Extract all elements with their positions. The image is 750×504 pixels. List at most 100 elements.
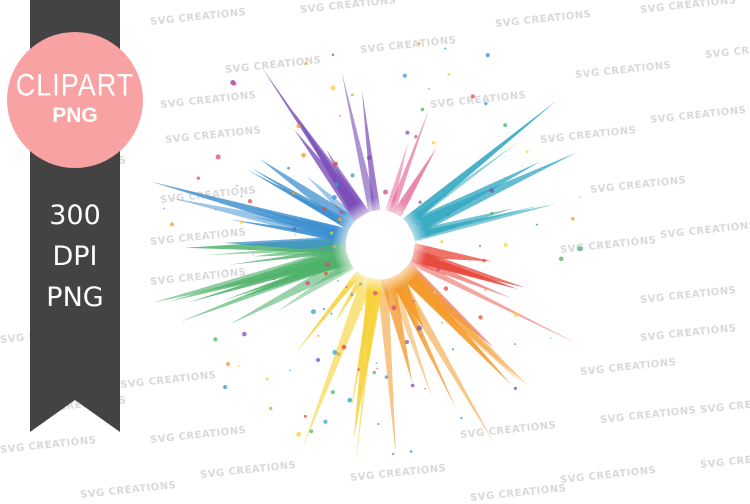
paint-droplet [420, 107, 425, 112]
paint-droplet [333, 161, 338, 167]
paint-droplet [324, 271, 328, 276]
clipart-badge: CLIPART PNG [7, 32, 143, 168]
paint-droplet [247, 199, 253, 204]
spec-line: PNG [46, 282, 104, 313]
paint-droplet [570, 216, 575, 221]
paint-droplet [169, 222, 174, 227]
paint-droplet [409, 450, 413, 453]
paint-droplet [416, 325, 422, 331]
paint-droplet [273, 278, 275, 281]
paint-droplet [350, 93, 354, 97]
paint-droplet [321, 247, 323, 249]
paint-droplet [372, 370, 376, 375]
paint-droplet [447, 72, 451, 76]
paint-droplet [503, 123, 508, 128]
paint-droplet [359, 387, 361, 390]
paint-streak [245, 168, 352, 231]
paint-droplet [405, 130, 410, 135]
paint-droplet [418, 200, 422, 204]
paint-droplet [330, 85, 336, 91]
paint-droplet [274, 282, 277, 285]
watermark-text: SVG CREATIONS [659, 219, 750, 242]
paint-droplet [265, 377, 269, 381]
paint-droplet [196, 176, 201, 180]
paint-droplet [336, 206, 338, 208]
paint-droplet [213, 337, 218, 342]
watermark-text: SVG CREATIONS [639, 0, 737, 17]
paint-droplet [289, 369, 291, 372]
paint-droplet [322, 307, 326, 311]
paint-streak [390, 275, 457, 409]
paint-droplet [331, 194, 337, 200]
paint-droplet [443, 286, 449, 291]
paint-droplet [444, 47, 447, 50]
watermark-text: SVG CREATIONS [639, 284, 737, 307]
paint-droplet [428, 87, 430, 90]
paint-droplet [436, 267, 441, 272]
paint-streak [361, 90, 381, 211]
spec-line: DPI [52, 241, 98, 272]
paint-droplet [579, 196, 581, 199]
paint-streak [356, 279, 380, 460]
watermark-text: SVG CREATIONS [349, 462, 447, 485]
paint-droplet [375, 362, 378, 365]
paint-streak [318, 154, 368, 220]
paint-droplet [384, 375, 389, 379]
paint-droplet [301, 152, 306, 158]
paint-droplet [336, 352, 341, 357]
paint-droplet [237, 364, 240, 367]
paint-droplet [317, 334, 320, 337]
paint-droplet [377, 422, 380, 426]
watermark-text: SVG CREATIONS [199, 459, 297, 482]
paint-droplet [294, 234, 296, 236]
paint-droplet [163, 207, 166, 210]
paint-streak [392, 147, 437, 218]
paint-streak [302, 275, 375, 447]
paint-droplet [440, 321, 443, 324]
paint-droplet [480, 275, 483, 279]
paint-streak [229, 255, 354, 325]
paint-streak [398, 266, 513, 386]
paint-droplet [304, 62, 308, 66]
paint-droplet [330, 390, 335, 395]
paint-streak [252, 243, 347, 257]
paint-droplet [482, 258, 486, 263]
paint-droplet [323, 419, 328, 424]
paint-droplet [347, 397, 353, 403]
paint-droplet [550, 337, 552, 339]
paint-droplet [330, 231, 334, 235]
paint-droplet [240, 195, 243, 198]
paint-streak [260, 158, 358, 231]
paint-droplet [444, 194, 447, 197]
paint-streak [402, 101, 556, 227]
paint-droplet [376, 367, 378, 370]
paint-droplet [330, 312, 333, 315]
paint-droplet [269, 406, 273, 411]
paint-droplet [577, 245, 583, 252]
paint-droplet [419, 287, 425, 292]
paint-droplet [383, 189, 389, 195]
paint-droplet [291, 191, 296, 195]
paint-droplet [322, 206, 327, 211]
paint-droplet [513, 386, 518, 390]
watermark-text: SVG CREATIONS [639, 322, 737, 345]
paint-streak [388, 108, 430, 214]
paint-droplet [489, 188, 494, 193]
watermark-text: SVG CREATIONS [299, 0, 397, 17]
watermark-text: SVG CREATIONS [79, 479, 177, 502]
paint-streak [380, 276, 413, 384]
paint-droplet [452, 311, 455, 313]
paint-droplet [232, 81, 237, 86]
rainbow-paint-splash-image [151, 42, 583, 460]
paint-droplet [535, 223, 538, 226]
paint-droplet [331, 53, 335, 57]
paint-streak [409, 258, 577, 344]
paint-droplet [292, 227, 297, 231]
paint-droplet [305, 280, 310, 286]
watermark-text: SVG CREATIONS [559, 464, 657, 487]
paint-streak [406, 161, 541, 236]
paint-droplet [470, 94, 475, 99]
paint-droplet [215, 154, 221, 160]
paint-streak [410, 250, 518, 290]
badge-line-1: CLIPART [15, 67, 135, 103]
